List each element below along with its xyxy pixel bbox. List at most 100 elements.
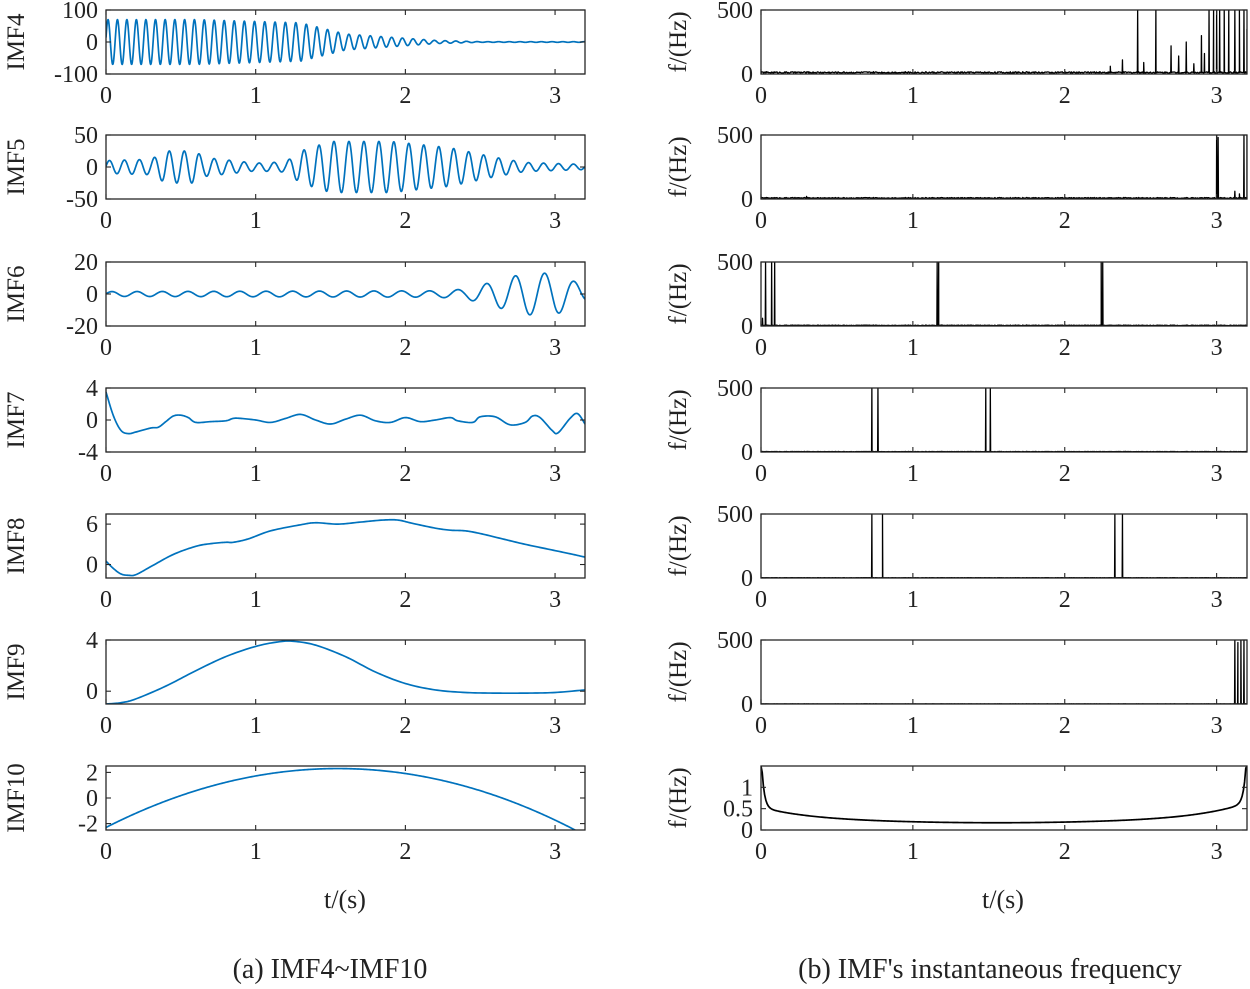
imf8-ylabel: IMF8 [3, 518, 30, 575]
imf4-xtick-label: 1 [250, 83, 262, 109]
freq7-ytick-label: 0 [741, 440, 753, 466]
imf7-ytick-label: -4 [78, 440, 98, 466]
freq7-frame [760, 387, 1248, 453]
freq9-xtick-label: 2 [1059, 713, 1071, 739]
imf8-frame [105, 513, 586, 579]
freq7-ytick-label: 500 [717, 376, 753, 402]
imf9-series-line [106, 640, 585, 704]
freq4-axes: 500 00 1 2 3 f/(Hz) [665, 0, 1248, 109]
imf6-xtick-label: 2 [399, 335, 411, 361]
imf8-xtick-label: 3 [549, 587, 561, 613]
imf10-ylabel: IMF10 [3, 763, 30, 832]
imf6-series-line [106, 272, 585, 316]
imf6-ylabel: IMF6 [3, 266, 30, 323]
freq4-frame [760, 9, 1248, 75]
imf8-series-line [106, 518, 585, 577]
freq6-ylabel: f/(Hz) [665, 263, 692, 324]
imf5-xtick-label: 2 [399, 208, 411, 234]
imf5-xtick-label: 0 [100, 208, 112, 234]
freq4-series-line [761, 10, 1247, 74]
imf9-xtick-label: 0 [100, 713, 112, 739]
freq8-series-line [761, 514, 1247, 578]
imf10-ytick-label: 2 [86, 760, 98, 786]
freq6-frame [760, 261, 1248, 327]
freq8-frame [760, 513, 1248, 579]
freq4-ytick-label: 0 [741, 62, 753, 88]
freq10-xtick-label: 0 [755, 839, 767, 865]
imf10-xtick-label: 0 [100, 839, 112, 865]
imf10-xtick-label: 1 [250, 839, 262, 865]
imf10-xtick-label: 3 [549, 839, 561, 865]
freq9-axes: 500 00 1 2 3 f/(Hz) [665, 628, 1248, 739]
imf6-ytick-label: 0 [86, 282, 98, 308]
imf10-ytick-label: 0 [86, 786, 98, 812]
freq7-xtick-label: 1 [907, 461, 919, 487]
freq10-xtick-label: 2 [1059, 839, 1071, 865]
imf7-xtick-label: 3 [549, 461, 561, 487]
imf8-ytick-label: 0 [86, 553, 98, 579]
freq8-xtick-label: 2 [1059, 587, 1071, 613]
freq8-ylabel: f/(Hz) [665, 515, 692, 576]
freq10-axes: 10.500 1 2 3f/(Hz) [665, 765, 1248, 865]
imf10-ytick-label: -2 [78, 812, 98, 838]
imf5-xtick-label: 1 [250, 208, 262, 234]
freq7-axes: 500 00 1 2 3 f/(Hz) [665, 376, 1248, 487]
imf8-xtick-label: 1 [250, 587, 262, 613]
imf7-xtick-label: 1 [250, 461, 262, 487]
freq5-axes: 500 00 1 2 3 f/(Hz) [665, 123, 1248, 234]
freq9-frame [760, 639, 1248, 705]
imf4-ytick-label: 0 [86, 30, 98, 56]
freq4-xtick-label: 0 [755, 83, 767, 109]
freq10-ytick-label: 1 [741, 775, 753, 801]
imf5-ytick-label: -50 [66, 187, 98, 213]
imf4-xtick-label: 3 [549, 83, 561, 109]
freq6-xtick-label: 2 [1059, 335, 1071, 361]
freq5-xtick-label: 1 [907, 208, 919, 234]
imf10-frame [105, 765, 586, 831]
panel-b-caption: (b) IMF's instantaneous frequency [798, 954, 1182, 985]
freq6-xtick-label: 3 [1211, 335, 1223, 361]
imf9-xtick-label: 3 [549, 713, 561, 739]
freq8-ytick-label: 500 [717, 502, 753, 528]
freq5-ytick-label: 0 [741, 187, 753, 213]
imf9-frame [105, 639, 586, 705]
freq8-ytick-label: 0 [741, 566, 753, 592]
imf10-series-line [106, 767, 577, 830]
imf4-series-line [106, 18, 585, 66]
freq4-xtick-label: 3 [1211, 83, 1223, 109]
imf8-xtick-label: 0 [100, 587, 112, 613]
imf7-xtick-label: 2 [399, 461, 411, 487]
imf7-ytick-label: 0 [86, 408, 98, 434]
imf9-axes: 4 00 1 2 3 IMF9 [3, 628, 586, 739]
freq7-xtick-label: 3 [1211, 461, 1223, 487]
freq8-xtick-label: 3 [1211, 587, 1223, 613]
imf9-xtick-label: 2 [399, 713, 411, 739]
freq5-xtick-label: 2 [1059, 208, 1071, 234]
freq6-series-line [761, 262, 1247, 326]
imf7-ylabel: IMF7 [3, 392, 30, 449]
freq9-ylabel: f/(Hz) [665, 641, 692, 702]
imf7-xtick-label: 0 [100, 461, 112, 487]
freq8-xtick-label: 1 [907, 587, 919, 613]
freq8-xtick-label: 0 [755, 587, 767, 613]
freq10-ytick-label: 0 [741, 818, 753, 844]
imf9-ytick-label: 4 [86, 628, 98, 654]
imf5-ylabel: IMF5 [3, 139, 30, 196]
freq10-xtick-label: 3 [1211, 839, 1223, 865]
freq10-xtick-label: 1 [907, 839, 919, 865]
freq5-xtick-label: 0 [755, 208, 767, 234]
imf5-ytick-label: 50 [74, 123, 98, 149]
freq9-ytick-label: 0 [741, 692, 753, 718]
freq5-frame [760, 134, 1248, 200]
freq9-ytick-label: 500 [717, 628, 753, 654]
freq9-xtick-label: 1 [907, 713, 919, 739]
freq5-ytick-label: 500 [717, 123, 753, 149]
freq6-axes: 500 00 1 2 3 f/(Hz) [665, 250, 1248, 361]
freq8-axes: 500 00 1 2 3 f/(Hz) [665, 502, 1248, 613]
freq5-xtick-label: 3 [1211, 208, 1223, 234]
